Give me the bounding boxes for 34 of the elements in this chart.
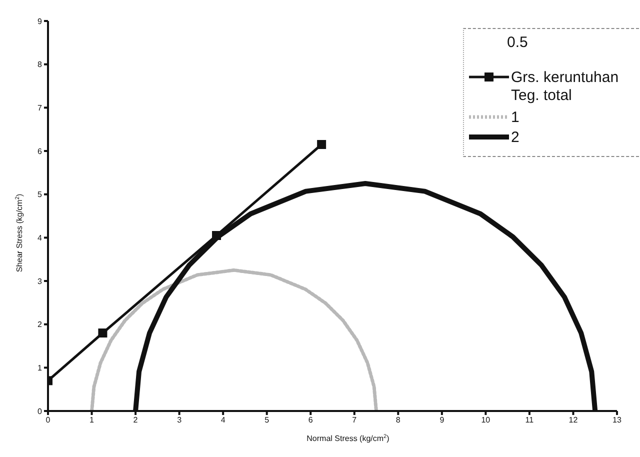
x-tick-label: 10 [481,416,491,425]
x-tick-label: 9 [440,416,445,425]
y-tick-label: 0 [38,406,43,416]
annotation: Teg. total [511,87,572,104]
x-tick-label: 13 [612,416,622,425]
x-tick-label: 1 [90,416,95,425]
x-tick-label: 4 [220,416,226,425]
x-tick-label: 3 [177,416,182,425]
y-tick-label: 4 [38,234,43,243]
point [317,140,326,149]
x-tick-label: 2 [133,416,138,425]
y-tick-label: 8 [38,60,43,70]
legend-label: 2 [511,128,520,146]
x-tick-label: 12 [568,416,578,425]
y-tick-label: 2 [38,320,43,330]
line-series [90,268,378,411]
x-axis-title: Normal Stress (kg/cm$^{2}$) [306,434,390,443]
legend-label: 1 [511,108,520,126]
y-tick-label: 3 [38,276,43,286]
x-tick-label: 6 [308,416,314,425]
x-tick-label: 0 [46,416,51,425]
x-tick-label: 8 [396,416,401,425]
x-tick-label: 5 [264,416,270,425]
point [212,231,222,240]
y-tick-label: 1 [38,364,43,373]
y-tick-label: 6 [38,146,43,156]
x-tick-label: 11 [525,416,534,425]
x-tick-label: 7 [352,416,358,425]
y-tick-label: 9 [38,16,43,26]
legend-title: 0.5 [506,34,529,51]
point [98,328,108,338]
legend-label: Grs. keruntuhan [511,68,619,86]
y-tick-label: 7 [38,104,43,113]
y-tick-label: 5 [38,190,43,200]
